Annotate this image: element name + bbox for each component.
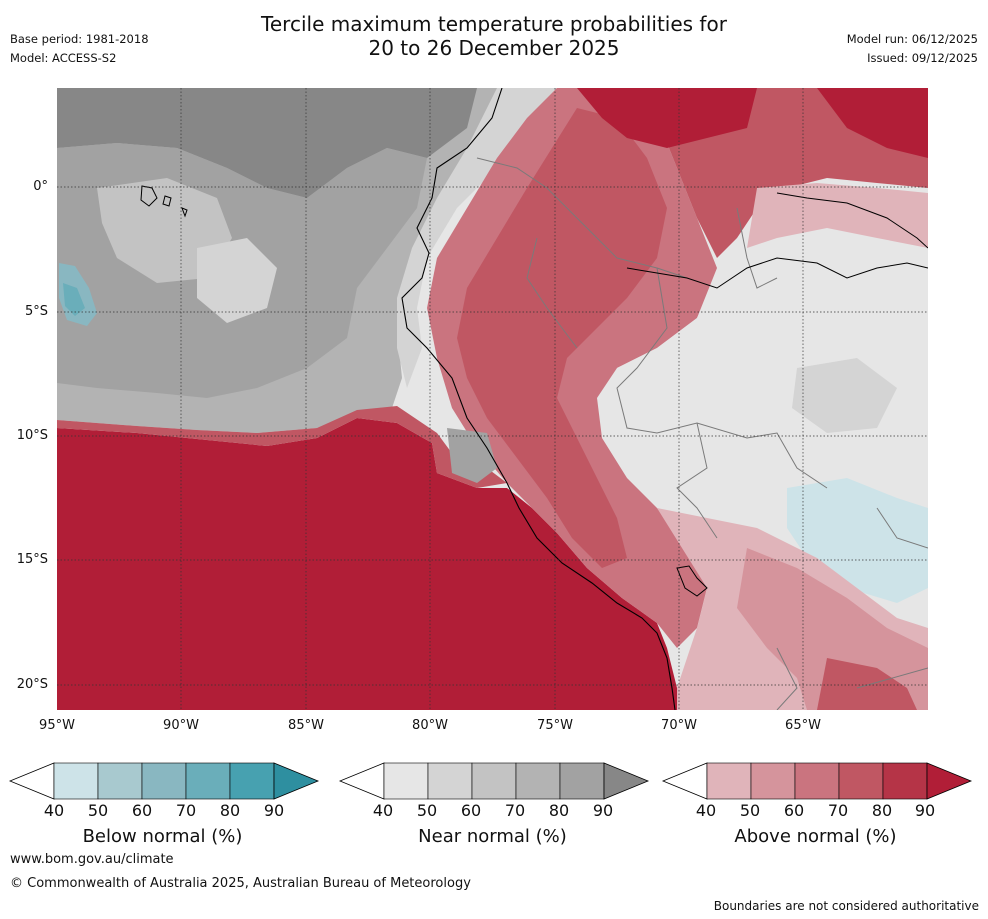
colorbar-below xyxy=(8,762,320,800)
lon-label-85w: 85°W xyxy=(288,718,324,733)
above-normal-south-andes-dark xyxy=(817,658,917,710)
issued-date: Issued: 09/12/2025 xyxy=(867,51,978,65)
below-normal-title: Below normal (%) xyxy=(82,826,243,847)
coastline xyxy=(401,87,676,711)
map-canvas xyxy=(57,87,929,711)
below-tick-80: 80 xyxy=(219,801,241,820)
lat-label-5s: 5°S xyxy=(24,304,48,319)
near-colorbar-segment-1 xyxy=(383,762,429,800)
below-normal-patch-west-core xyxy=(63,283,85,316)
below-tick-50: 50 xyxy=(87,801,109,820)
above-tick-90: 90 xyxy=(914,801,936,820)
model-name: Model: ACCESS-S2 xyxy=(10,51,117,65)
lat-label-15s: 15°S xyxy=(16,552,48,567)
above-normal-south-ocean-edge xyxy=(57,406,507,488)
near-tick-40: 40 xyxy=(372,801,394,820)
near-normal-title: Near normal (%) xyxy=(418,826,567,847)
above-colorbar-segment-5 xyxy=(882,762,928,800)
above-tick-60: 60 xyxy=(783,801,805,820)
base-period: Base period: 1981-2018 xyxy=(10,32,149,46)
below-colorbar-segment-5 xyxy=(229,762,275,800)
colorbars xyxy=(8,762,973,800)
below-colorbar-segment-1 xyxy=(53,762,99,800)
lon-label-90w: 90°W xyxy=(163,718,199,733)
below-colorbar-segment-3 xyxy=(141,762,187,800)
graticule xyxy=(57,88,928,710)
near-colorbar-max-arrow xyxy=(603,762,650,800)
near-colorbar-segment-2 xyxy=(427,762,473,800)
near-tick-80: 80 xyxy=(548,801,570,820)
above-normal-south-ocean xyxy=(57,418,677,710)
near-normal-ocean-core xyxy=(57,88,477,198)
above-tick-50: 50 xyxy=(739,801,761,820)
country-borders xyxy=(476,157,929,711)
near-colorbar-segment-4 xyxy=(515,762,561,800)
above-colorbar-min-arrow xyxy=(661,762,708,800)
model-run: Model run: 06/12/2025 xyxy=(846,32,978,46)
near-normal-coastal-patch xyxy=(447,428,497,483)
colorbar-above xyxy=(661,762,973,800)
below-colorbar-segment-2 xyxy=(97,762,143,800)
above-normal-north-core xyxy=(577,88,757,148)
lon-label-80w: 80°W xyxy=(412,718,448,733)
above-normal-northeast-core xyxy=(817,88,928,158)
below-normal-bolivia xyxy=(787,478,928,603)
near-tick-60: 60 xyxy=(460,801,482,820)
disclaimer: Boundaries are not considered authoritat… xyxy=(713,899,979,913)
map-title: Tercile maximum temperature probabilitie… xyxy=(0,12,988,60)
above-normal-northeast-light xyxy=(747,183,928,248)
lake-titicaca xyxy=(676,565,708,597)
below-colorbar-segment-4 xyxy=(185,762,231,800)
title-line-1: Tercile maximum temperature probabilitie… xyxy=(261,12,727,36)
lon-label-70w: 70°W xyxy=(661,718,697,733)
near-tick-50: 50 xyxy=(416,801,438,820)
lon-label-75w: 75°W xyxy=(537,718,573,733)
above-normal-title: Above normal (%) xyxy=(734,826,897,847)
title-line-2: 20 to 26 December 2025 xyxy=(368,36,620,60)
lon-label-95w: 95°W xyxy=(39,718,75,733)
above-colorbar-segment-3 xyxy=(794,762,840,800)
near-normal-ocean-light-2 xyxy=(197,238,277,323)
below-colorbar-max-arrow xyxy=(273,762,320,800)
above-colorbar-max-arrow xyxy=(926,762,973,800)
above-tick-40: 40 xyxy=(695,801,717,820)
near-colorbar-min-arrow xyxy=(338,762,385,800)
below-tick-40: 40 xyxy=(43,801,65,820)
copyright: © Commonwealth of Australia 2025, Austra… xyxy=(10,876,471,891)
above-normal-south-andes-mid xyxy=(737,548,928,710)
lat-label-20s: 20°S xyxy=(16,677,48,692)
probability-map xyxy=(57,87,929,711)
above-colorbar-segment-1 xyxy=(706,762,752,800)
website-link[interactable]: www.bom.gov.au/climate xyxy=(10,852,174,867)
near-tick-90: 90 xyxy=(592,801,614,820)
lat-label-10s: 10°S xyxy=(16,428,48,443)
lat-label-0: 0° xyxy=(33,179,48,194)
near-colorbar-segment-3 xyxy=(471,762,517,800)
colorbar-near xyxy=(338,762,650,800)
below-tick-60: 60 xyxy=(131,801,153,820)
above-tick-80: 80 xyxy=(871,801,893,820)
river-amazon xyxy=(626,192,929,289)
near-tick-70: 70 xyxy=(504,801,526,820)
near-normal-amazon-patch xyxy=(792,358,897,433)
above-colorbar-segment-4 xyxy=(838,762,884,800)
above-normal-andes-core xyxy=(457,108,667,568)
lon-label-65w: 65°W xyxy=(785,718,821,733)
below-tick-70: 70 xyxy=(175,801,197,820)
above-colorbar-segment-2 xyxy=(750,762,796,800)
below-tick-90: 90 xyxy=(263,801,285,820)
near-normal-amazon-interior xyxy=(617,233,928,508)
near-colorbar-segment-5 xyxy=(559,762,605,800)
above-tick-70: 70 xyxy=(827,801,849,820)
galapagos-islands xyxy=(140,185,188,218)
below-colorbar-min-arrow xyxy=(8,762,55,800)
